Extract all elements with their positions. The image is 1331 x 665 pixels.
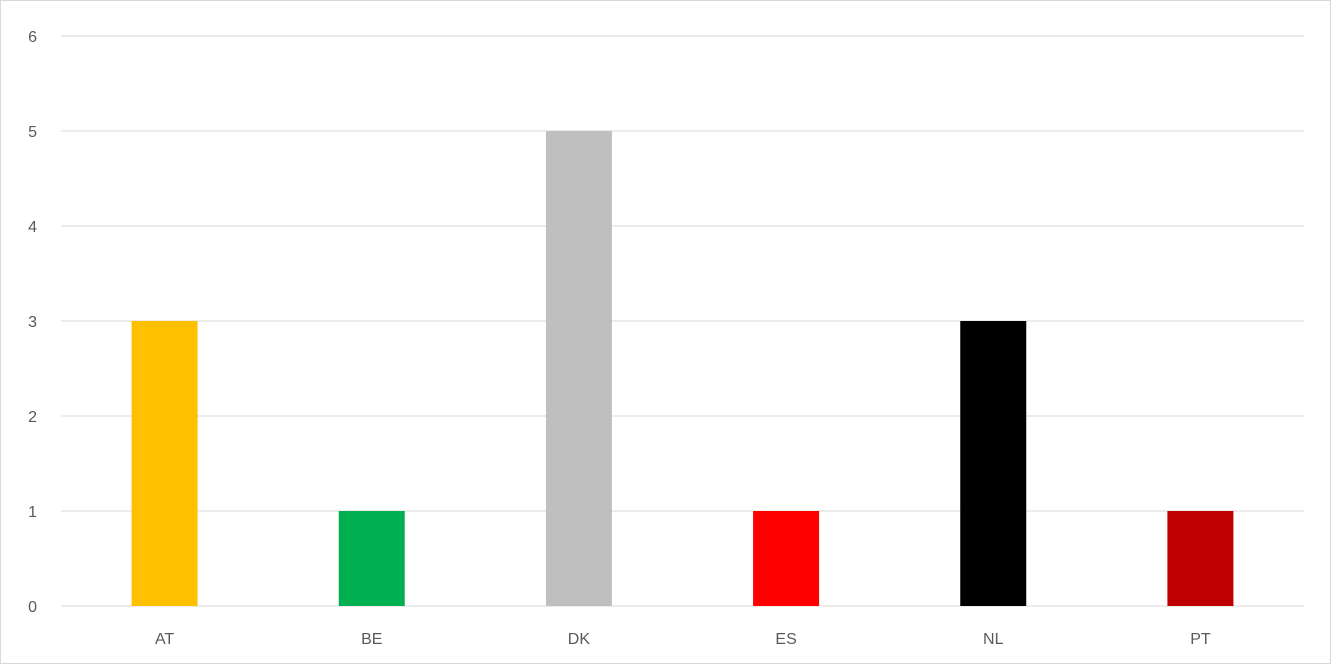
y-tick-label: 6 bbox=[28, 29, 37, 46]
y-tick-label: 3 bbox=[28, 314, 37, 331]
y-tick-label: 2 bbox=[28, 409, 37, 426]
bar-at bbox=[131, 321, 198, 606]
y-tick-label: 1 bbox=[28, 504, 37, 521]
y-tick-label: 4 bbox=[28, 219, 37, 236]
y-tick-label: 5 bbox=[28, 124, 37, 141]
bar-es bbox=[753, 511, 820, 606]
gridlines bbox=[61, 35, 1304, 607]
x-tick-label-pt: PT bbox=[1190, 631, 1211, 648]
x-tick-label-dk: DK bbox=[568, 631, 591, 648]
x-tick-label-es: ES bbox=[775, 631, 796, 648]
bar-be bbox=[338, 511, 405, 606]
y-axis-tick-labels: 0 1 2 3 4 5 6 bbox=[28, 29, 37, 616]
x-tick-label-at: AT bbox=[155, 631, 174, 648]
y-tick-label: 0 bbox=[28, 599, 37, 616]
x-tick-label-be: BE bbox=[361, 631, 382, 648]
bar-nl bbox=[960, 321, 1027, 606]
x-axis-tick-labels: AT BE DK ES NL PT bbox=[155, 631, 1211, 648]
bar-dk bbox=[545, 131, 612, 606]
bars bbox=[131, 131, 1234, 606]
x-tick-label-nl: NL bbox=[983, 631, 1004, 648]
bar-pt bbox=[1167, 511, 1234, 606]
